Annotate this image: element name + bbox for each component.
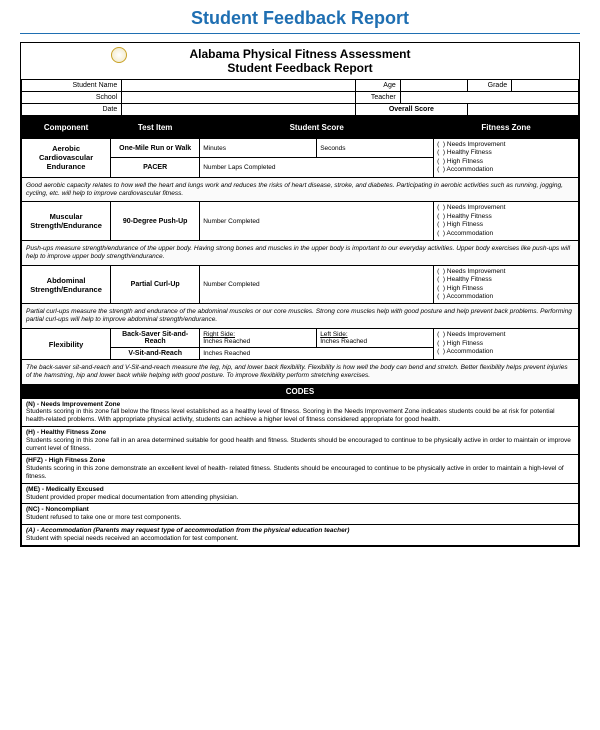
- muscular-score: Number Completed: [200, 202, 434, 241]
- abdominal-component: Abdominal Strength/Endurance: [22, 265, 111, 304]
- overall-score-label: Overall Score: [356, 104, 467, 116]
- code-hfz: (HFZ) - High Fitness Zone Students scori…: [22, 455, 579, 483]
- school-label: School: [22, 92, 122, 104]
- code-nc: (NC) - Noncompliant Student refused to t…: [22, 504, 579, 525]
- abdominal-zones: ( ) Needs Improvement ( ) Healthy Fitnes…: [434, 265, 579, 304]
- code-me: (ME) - Medically Excused Student provide…: [22, 483, 579, 504]
- flex-left: Left Side: Inches Reached: [317, 329, 434, 348]
- muscular-component: Muscular Strength/Endurance: [22, 202, 111, 241]
- overall-score-field[interactable]: [467, 104, 578, 116]
- date-field[interactable]: [122, 104, 356, 116]
- flexibility-test2-score: Inches Reached: [200, 348, 434, 360]
- grade-label: Grade: [467, 80, 512, 92]
- grade-field[interactable]: [512, 80, 579, 92]
- aerobic-test1: One-Mile Run or Walk: [111, 139, 200, 158]
- aerobic-laps: Number Laps Completed: [200, 158, 434, 177]
- teacher-label: Teacher: [356, 92, 401, 104]
- teacher-field[interactable]: [400, 92, 578, 104]
- col-student-score: Student Score: [200, 117, 434, 139]
- header-line-2: Student Feedback Report: [29, 61, 571, 75]
- flex-right: Right Side: Inches Reached: [200, 329, 317, 348]
- aerobic-zones: ( ) Needs Improvement ( ) Healthy Fitnes…: [434, 139, 579, 178]
- code-a: (A) - Accommodation (Parents may request…: [22, 524, 579, 545]
- flexibility-desc: The back-saver sit-and-reach and V-Sit-a…: [22, 360, 579, 385]
- report-header: Alabama Physical Fitness Assessment Stud…: [21, 43, 579, 79]
- flexibility-zones: ( ) Needs Improvement ( ) High Fitness (…: [434, 329, 579, 360]
- date-label: Date: [22, 104, 122, 116]
- flexibility-test1: Back-Saver Sit-and-Reach: [111, 329, 200, 348]
- age-label: Age: [356, 80, 401, 92]
- aerobic-component: Aerobic Cardiovascular Endurance: [22, 139, 111, 178]
- student-name-field[interactable]: [122, 80, 356, 92]
- col-component: Component: [22, 117, 111, 139]
- school-field[interactable]: [122, 92, 356, 104]
- info-table: Student Name Age Grade School Teacher Da…: [21, 79, 579, 116]
- seal-icon: [111, 47, 127, 63]
- code-h: (H) - Healthy Fitness Zone Students scor…: [22, 427, 579, 455]
- muscular-test: 90-Degree Push-Up: [111, 202, 200, 241]
- code-n: (N) - Needs Improvement Zone Students sc…: [22, 398, 579, 426]
- age-field[interactable]: [400, 80, 467, 92]
- aerobic-desc: Good aerobic capacity relates to how wel…: [22, 177, 579, 202]
- col-fitness-zone: Fitness Zone: [434, 117, 579, 139]
- aerobic-minutes: Minutes: [200, 139, 317, 158]
- codes-header: CODES: [22, 384, 579, 398]
- muscular-zones: ( ) Needs Improvement ( ) Healthy Fitnes…: [434, 202, 579, 241]
- assessment-table: Component Test Item Student Score Fitnes…: [21, 116, 579, 546]
- abdominal-score: Number Completed: [200, 265, 434, 304]
- col-test-item: Test Item: [111, 117, 200, 139]
- flexibility-component: Flexibility: [22, 329, 111, 360]
- muscular-desc: Push-ups measure strength/endurance of t…: [22, 241, 579, 266]
- aerobic-test2: PACER: [111, 158, 200, 177]
- page-title: Student Feedback Report: [20, 0, 580, 34]
- abdominal-test: Partial Curl-Up: [111, 265, 200, 304]
- abdominal-desc: Partial curl-ups measure the strength an…: [22, 304, 579, 329]
- student-name-label: Student Name: [22, 80, 122, 92]
- report-container: Alabama Physical Fitness Assessment Stud…: [20, 42, 580, 547]
- flexibility-test2: V-Sit-and-Reach: [111, 348, 200, 360]
- aerobic-seconds: Seconds: [317, 139, 434, 158]
